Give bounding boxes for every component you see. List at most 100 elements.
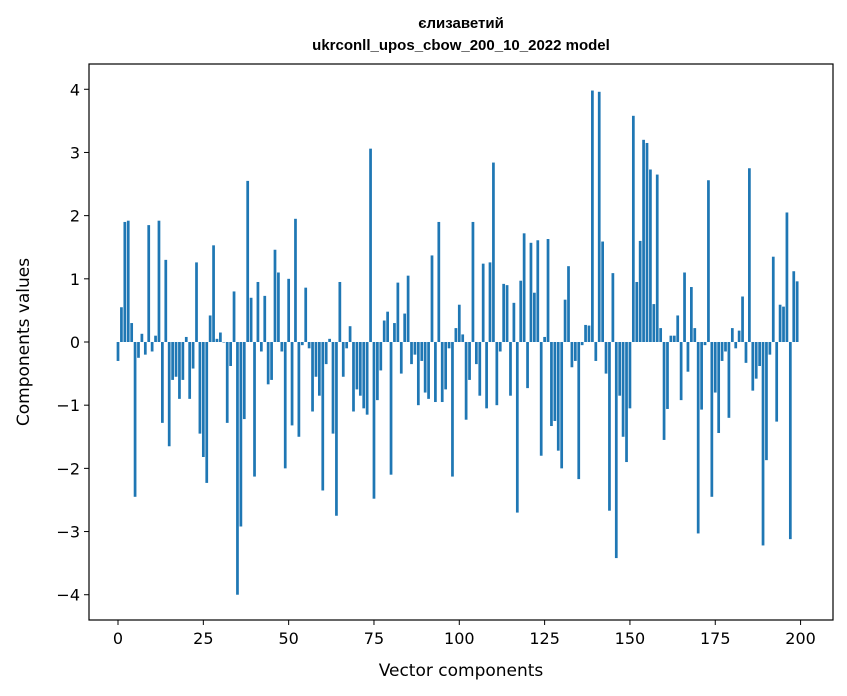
bar-197	[788, 342, 792, 540]
bar-167	[686, 342, 690, 372]
bar-8	[143, 342, 147, 355]
bar-84	[403, 313, 407, 342]
bar-163	[672, 335, 676, 342]
bar-137	[584, 324, 587, 342]
bar-186	[751, 342, 755, 391]
bar-34	[232, 291, 236, 342]
bar-99	[454, 328, 458, 342]
x-tick-label: 175	[700, 629, 731, 648]
bar-50	[287, 278, 291, 342]
bar-113	[502, 283, 506, 342]
bar-20	[184, 336, 188, 342]
y-tick-label: −2	[56, 459, 80, 478]
bar-181	[734, 342, 738, 349]
bar-15	[167, 342, 171, 447]
bar-58	[314, 342, 318, 377]
x-tick-label: 200	[785, 629, 816, 648]
bar-7	[140, 333, 144, 342]
y-axis-label: Components values	[14, 258, 34, 426]
bar-25	[201, 342, 205, 457]
bar-156	[649, 169, 652, 342]
bar-78	[382, 320, 386, 342]
bar-41	[256, 281, 260, 342]
bar-152	[635, 281, 639, 342]
bar-118	[519, 280, 523, 342]
x-tick-label: 75	[364, 629, 384, 648]
bar-132	[567, 266, 570, 342]
bar-87	[413, 342, 417, 355]
bar-177	[720, 342, 724, 361]
bar-192	[771, 256, 775, 342]
x-axis-ticks: 0 25 50 75 100 125 150 175 200	[113, 620, 816, 648]
bar-12	[157, 220, 161, 342]
bar-123	[536, 240, 540, 342]
bar-92	[430, 255, 434, 342]
bar-107	[481, 263, 485, 342]
bar-51	[290, 342, 294, 426]
bar-143	[604, 342, 608, 374]
bar-33	[229, 342, 232, 367]
bar-108	[485, 342, 488, 409]
bar-69	[352, 342, 355, 412]
bar-83	[399, 342, 403, 374]
bar-6	[137, 342, 140, 358]
bar-140	[594, 342, 598, 361]
bar-162	[669, 335, 673, 342]
bar-102	[464, 342, 468, 420]
x-tick-label: 100	[444, 629, 475, 648]
bar-85	[406, 275, 410, 342]
bar-180	[730, 328, 734, 342]
bar-174	[710, 342, 714, 497]
bar-70	[355, 342, 359, 390]
x-tick-label: 50	[278, 629, 298, 648]
bar-61	[324, 342, 328, 365]
bar-105	[474, 342, 478, 365]
bar-130	[560, 342, 564, 469]
bar-52	[294, 218, 297, 342]
bar-154	[642, 139, 645, 342]
chart-title-line2: ukrconll_upos_cbow_200_10_2022 model	[312, 37, 610, 54]
bar-175	[713, 342, 717, 393]
bar-56	[307, 342, 311, 349]
bar-145	[611, 273, 615, 342]
bar-4	[130, 323, 134, 342]
bar-135	[577, 342, 581, 480]
bar-31	[222, 342, 226, 343]
bar-57	[311, 342, 314, 412]
x-tick-label: 150	[615, 629, 646, 648]
bar-138	[587, 325, 591, 342]
bar-144	[608, 342, 611, 511]
bar-121	[529, 242, 533, 342]
bar-66	[341, 342, 345, 377]
bar-141	[597, 91, 601, 342]
bar-28	[212, 245, 215, 342]
bar-14	[164, 259, 168, 342]
bar-189	[761, 342, 765, 546]
bar-170	[696, 342, 700, 534]
bar-198	[792, 271, 796, 342]
bar-120	[526, 342, 529, 389]
bar-183	[741, 296, 744, 342]
bar-111	[495, 342, 499, 406]
bar-54	[300, 342, 304, 346]
bar-39	[249, 297, 253, 342]
bar-30	[219, 332, 222, 342]
bar-47	[277, 272, 280, 342]
bar-155	[645, 142, 649, 342]
bar-80	[389, 342, 393, 475]
bar-100	[457, 304, 461, 342]
y-tick-label: −4	[56, 586, 80, 605]
bar-190	[765, 342, 768, 461]
bar-79	[386, 311, 389, 342]
bar-24	[198, 342, 202, 434]
bar-179	[727, 342, 731, 418]
bar-64	[335, 342, 338, 516]
chart-title-line1: єлизаветий	[418, 15, 504, 32]
y-tick-label: 2	[70, 207, 80, 226]
bar-93	[434, 342, 437, 403]
x-tick-label: 25	[193, 629, 213, 648]
bar-36	[239, 342, 243, 527]
bar-106	[478, 342, 482, 396]
bar-17	[174, 342, 178, 377]
